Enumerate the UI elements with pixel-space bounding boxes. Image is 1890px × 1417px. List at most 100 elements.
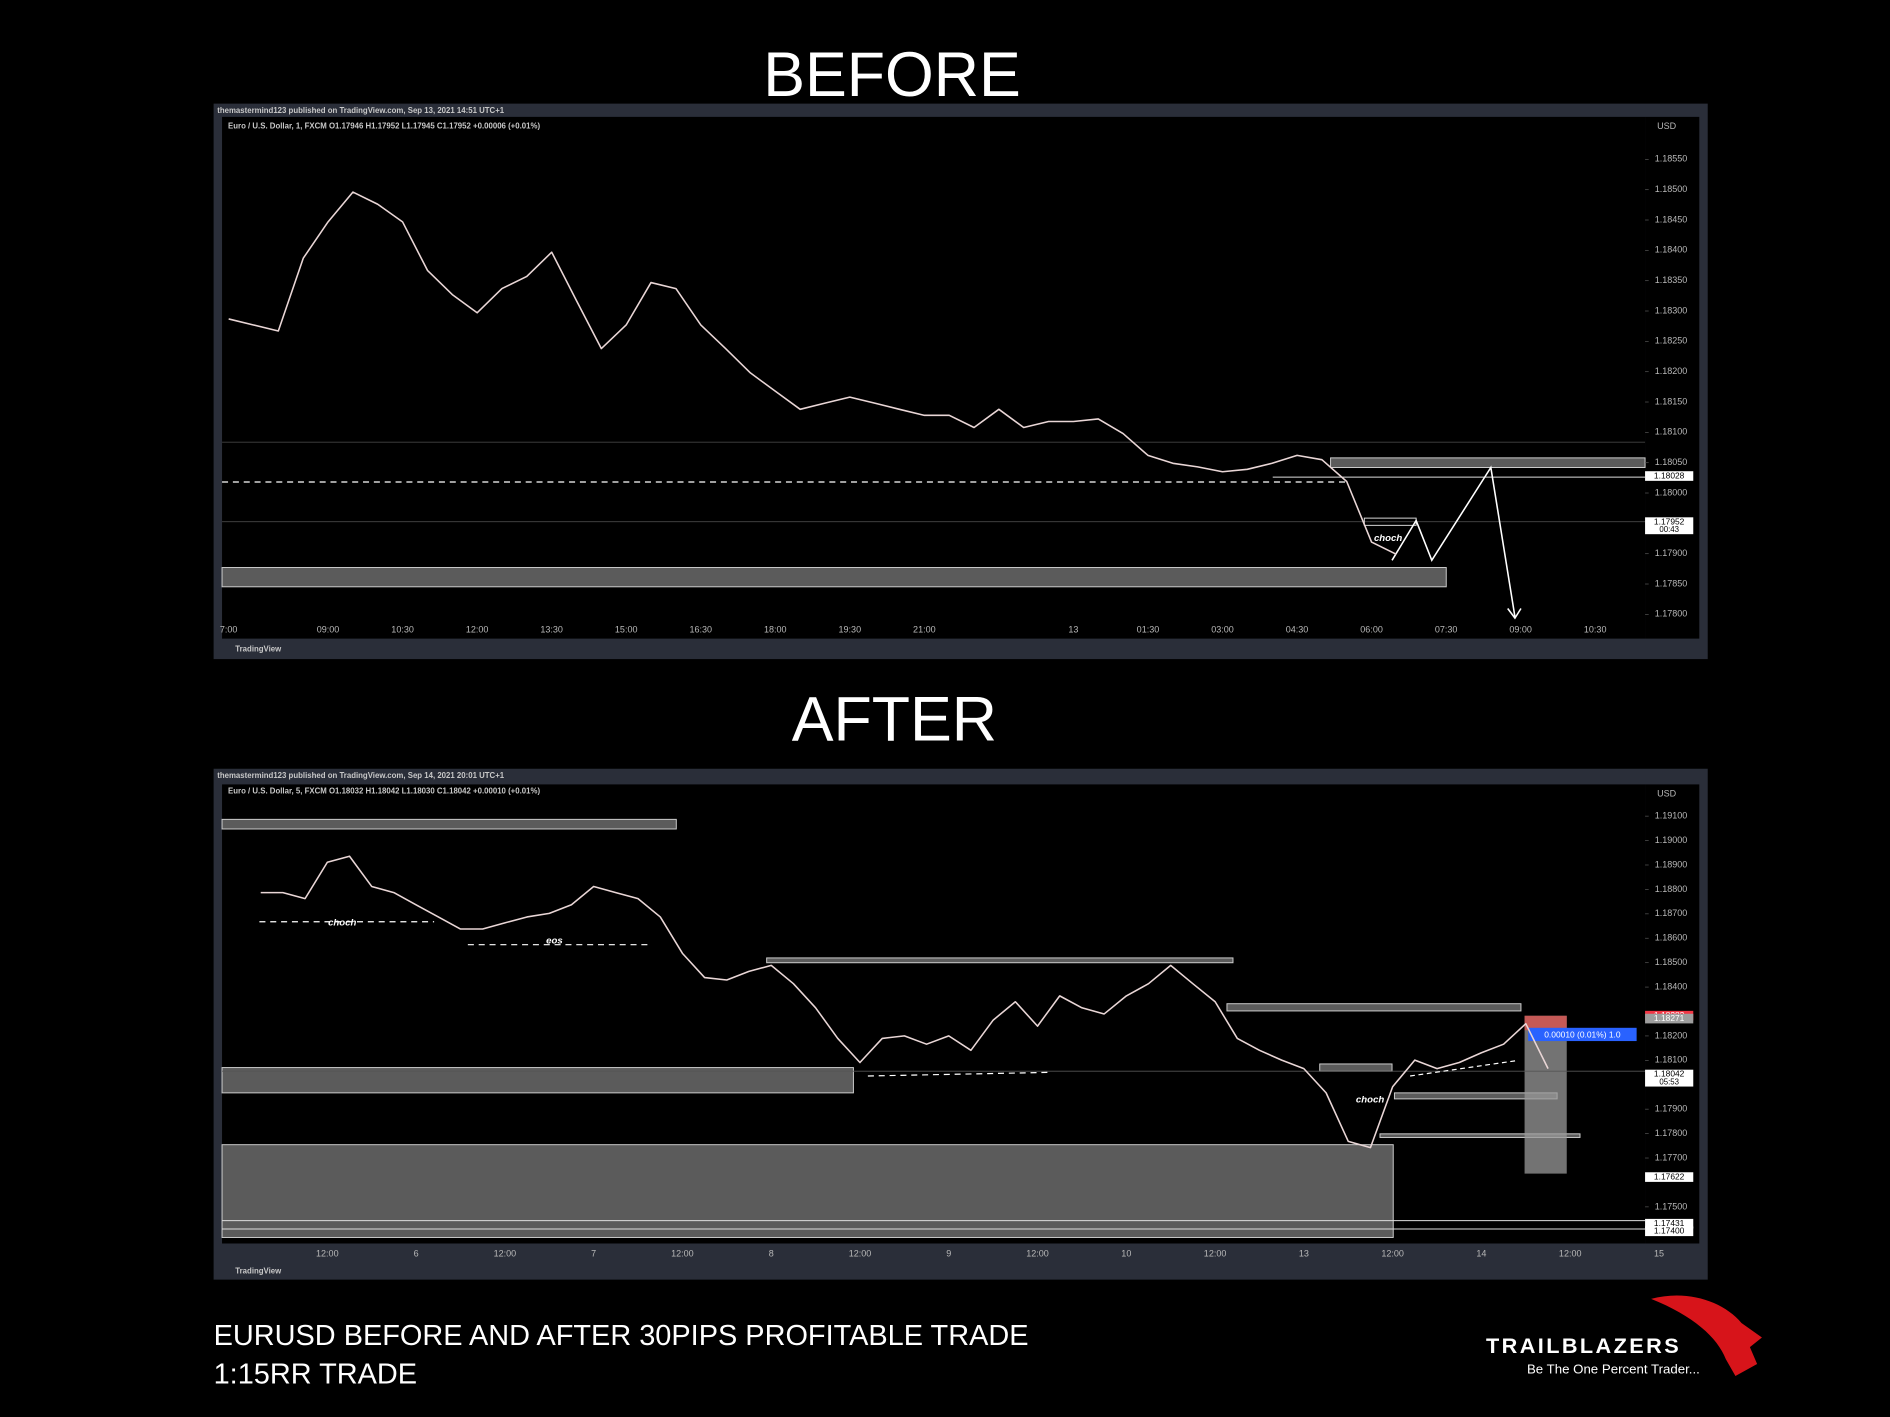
footer-line: 1:15RR TRADE bbox=[214, 1359, 418, 1391]
x-tick-label: 13 bbox=[1068, 625, 1078, 635]
x-tick-label: 6 bbox=[414, 1249, 419, 1259]
before-title: BEFORE bbox=[763, 40, 1021, 110]
supply-zone bbox=[1330, 457, 1646, 468]
logo-mark bbox=[1651, 1295, 1762, 1377]
x-tick-label: 12:00 bbox=[1381, 1249, 1404, 1259]
watermark: TradingView bbox=[235, 1266, 282, 1275]
y-tick-label: 1.18600 bbox=[1655, 933, 1688, 943]
x-tick-label: 07:30 bbox=[1435, 625, 1458, 635]
demand-zone bbox=[221, 1144, 1394, 1238]
x-tick-label: 19:30 bbox=[839, 625, 862, 635]
y-tick-label: 1.18400 bbox=[1655, 245, 1688, 255]
x-tick-label: 7 bbox=[591, 1249, 596, 1259]
annotation: eos bbox=[546, 936, 563, 947]
logo-name: TRAILBLAZERS bbox=[1486, 1333, 1681, 1358]
annotation: choch bbox=[328, 918, 356, 929]
x-tick-label: 7:00 bbox=[220, 625, 238, 635]
x-tick-label: 10 bbox=[1121, 1249, 1131, 1259]
price-tag bbox=[1645, 1226, 1694, 1237]
symbol-info: Euro / U.S. Dollar, 5, FXCM O1.18032 H1.… bbox=[228, 787, 540, 796]
y-tick-label: 1.17850 bbox=[1655, 578, 1688, 588]
x-tick-label: 18:00 bbox=[764, 625, 787, 635]
stop-area bbox=[1524, 1015, 1567, 1031]
price-tag bbox=[1645, 1069, 1694, 1087]
projection-path bbox=[1391, 465, 1516, 618]
logo-tagline: Be The One Percent Trader... bbox=[1527, 1362, 1700, 1377]
y-tick-label: 1.18500 bbox=[1655, 184, 1688, 194]
symbol-info: Euro / U.S. Dollar, 1, FXCM O1.17946 H1.… bbox=[228, 122, 540, 131]
pnl-label-bg bbox=[1528, 1027, 1637, 1042]
y-tick-label: 1.18250 bbox=[1655, 336, 1688, 346]
x-tick-label: 09:00 bbox=[317, 625, 340, 635]
x-tick-label: 12:00 bbox=[316, 1249, 339, 1259]
pnl-label: 0.00010 (0.01%) 1.0 bbox=[1544, 1029, 1621, 1039]
annotation: choch bbox=[1374, 533, 1402, 544]
x-tick-label: 16:30 bbox=[689, 625, 712, 635]
y-tick-label: 1.18550 bbox=[1655, 154, 1688, 164]
price-tag bbox=[1645, 517, 1694, 535]
x-tick-label: 15:00 bbox=[615, 625, 638, 635]
price-tag bbox=[1645, 1218, 1694, 1229]
chart: themastermind123 published on TradingVie… bbox=[217, 771, 1694, 1275]
publisher: themastermind123 published on TradingVie… bbox=[217, 106, 505, 115]
price-tag-label: 1.17622 bbox=[1654, 1171, 1685, 1181]
x-tick-label: 06:00 bbox=[1360, 625, 1383, 635]
dashed-level bbox=[867, 1071, 1049, 1077]
y-tick-label: 1.18150 bbox=[1655, 396, 1688, 406]
price-tag-label: 1.18271 bbox=[1654, 1013, 1685, 1023]
price-tag bbox=[1645, 1172, 1694, 1182]
price-line bbox=[228, 191, 1397, 555]
x-tick-label: 14 bbox=[1476, 1249, 1486, 1259]
y-tick-label: 1.17800 bbox=[1655, 1128, 1688, 1138]
price-tag bbox=[1645, 1013, 1694, 1024]
zone bbox=[1379, 1133, 1581, 1138]
position-tool bbox=[1524, 1015, 1567, 1174]
price-tag bbox=[1645, 471, 1694, 481]
dashed-level bbox=[1410, 1059, 1519, 1077]
price-tag-countdown: 05:53 bbox=[1659, 1077, 1679, 1086]
x-tick-label: 9 bbox=[946, 1249, 951, 1259]
zone bbox=[1226, 1003, 1522, 1012]
watermark: TradingView bbox=[235, 645, 282, 654]
price-tag-label: 1.17952 bbox=[1654, 516, 1685, 526]
y-tick-label: 1.17900 bbox=[1655, 548, 1688, 558]
chart: themastermind123 published on TradingVie… bbox=[217, 106, 1694, 654]
y-tick-label: 1.17900 bbox=[1655, 1104, 1688, 1114]
zone bbox=[766, 957, 1234, 964]
y-tick-label: 1.17500 bbox=[1655, 1201, 1688, 1211]
footer-line: EURUSD BEFORE AND AFTER 30PIPS PROFITABL… bbox=[214, 1320, 1029, 1352]
y-tick-label: 1.18450 bbox=[1655, 214, 1688, 224]
zone bbox=[221, 818, 677, 830]
y-tick-label: 1.18200 bbox=[1655, 1030, 1688, 1040]
y-tick-label: 1.19100 bbox=[1655, 811, 1688, 821]
y-tick-label: 1.18050 bbox=[1655, 457, 1688, 467]
x-tick-label: 13:30 bbox=[540, 625, 563, 635]
price-tag-label: 1.18042 bbox=[1654, 1069, 1685, 1079]
price-tag-label: 1.17400 bbox=[1654, 1226, 1685, 1236]
y-tick-label: 1.19000 bbox=[1655, 835, 1688, 845]
x-tick-label: 03:00 bbox=[1211, 625, 1234, 635]
y-tick-label: 1.18500 bbox=[1655, 957, 1688, 967]
logo: TRAILBLAZERS Be The One Percent Trader..… bbox=[1486, 1295, 1762, 1377]
y-tick-label: 1.18350 bbox=[1655, 275, 1688, 285]
y-tick-label: 1.18700 bbox=[1655, 908, 1688, 918]
x-tick-label: 15 bbox=[1654, 1249, 1664, 1259]
x-tick-label: 21:00 bbox=[913, 625, 936, 635]
zone bbox=[221, 1067, 854, 1094]
x-tick-label: 13 bbox=[1299, 1249, 1309, 1259]
price-tag-countdown: 00:43 bbox=[1659, 525, 1679, 534]
x-tick-label: 01:30 bbox=[1137, 625, 1160, 635]
plot-area bbox=[222, 116, 1646, 639]
x-tick-label: 8 bbox=[769, 1249, 774, 1259]
x-tick-label: 12:00 bbox=[494, 1249, 517, 1259]
publisher: themastermind123 published on TradingVie… bbox=[217, 771, 505, 780]
x-tick-label: 12:00 bbox=[1204, 1249, 1227, 1259]
y-tick-label: 1.18400 bbox=[1655, 981, 1688, 991]
y-tick-label: 1.18100 bbox=[1655, 1055, 1688, 1065]
x-tick-label: 12:00 bbox=[1026, 1249, 1049, 1259]
y-tick-label: 1.18200 bbox=[1655, 366, 1688, 376]
annotation: choch bbox=[1356, 1095, 1384, 1106]
zone bbox=[1319, 1063, 1393, 1072]
y-tick-label: 1.18900 bbox=[1655, 859, 1688, 869]
